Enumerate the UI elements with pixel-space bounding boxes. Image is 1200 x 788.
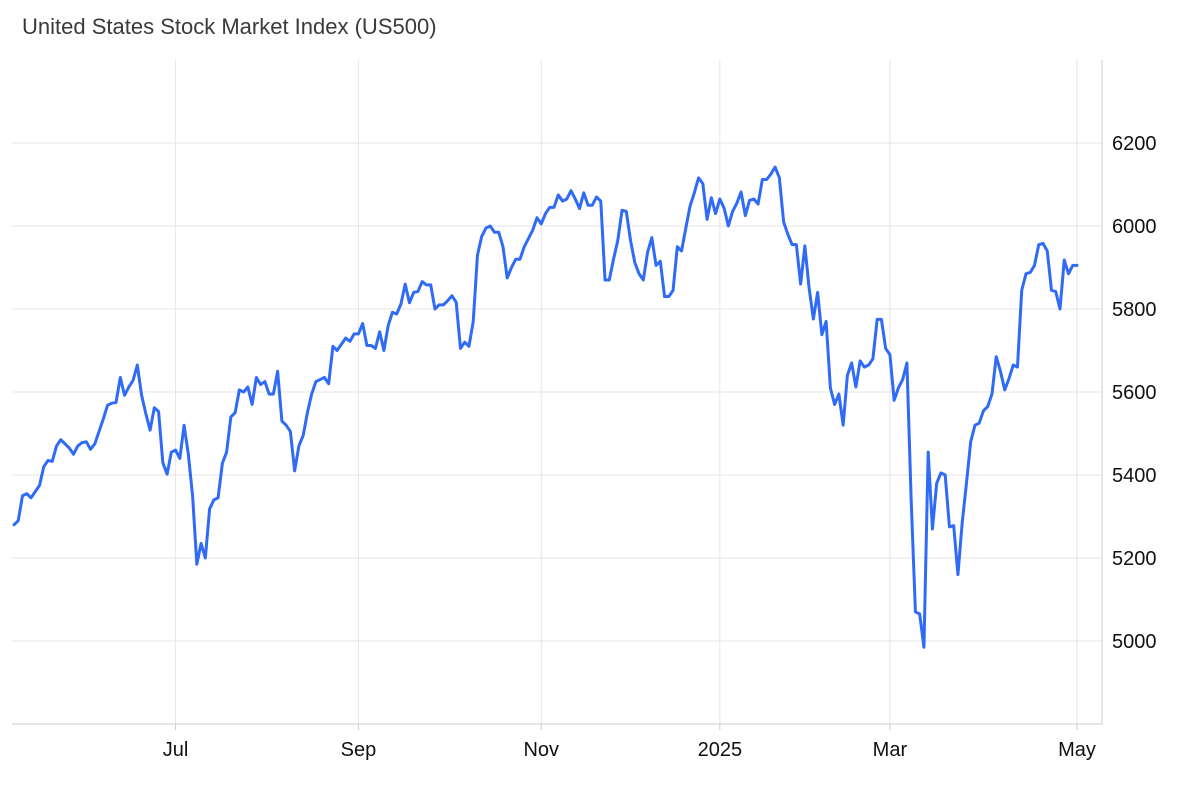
- y-tick-label: 5800: [1112, 299, 1157, 321]
- y-tick-label: 5400: [1112, 465, 1157, 487]
- x-tick-label: Mar: [873, 739, 908, 761]
- y-tick-label: 5600: [1112, 382, 1157, 404]
- x-axis-ticks: Jul Sep Nov 2025 Mar May: [163, 724, 1096, 761]
- horizontal-gridlines: [12, 142, 1102, 642]
- x-tick-label: Jul: [163, 739, 189, 761]
- y-tick-label: 6000: [1112, 216, 1157, 238]
- y-tick-label: 5000: [1112, 631, 1157, 653]
- x-tick-label: 2025: [698, 739, 743, 761]
- chart-title: United States Stock Market Index (US500): [22, 14, 437, 39]
- y-tick-label: 6200: [1112, 133, 1157, 155]
- y-axis-ticks: 5000 5200 5400 5600 5800 6000 6200: [1112, 133, 1157, 653]
- y-tick-label: 5200: [1112, 548, 1157, 570]
- x-tick-label: May: [1058, 739, 1096, 761]
- x-tick-label: Sep: [341, 739, 377, 761]
- series-line: [12, 165, 1079, 649]
- x-tick-label: Nov: [523, 739, 559, 761]
